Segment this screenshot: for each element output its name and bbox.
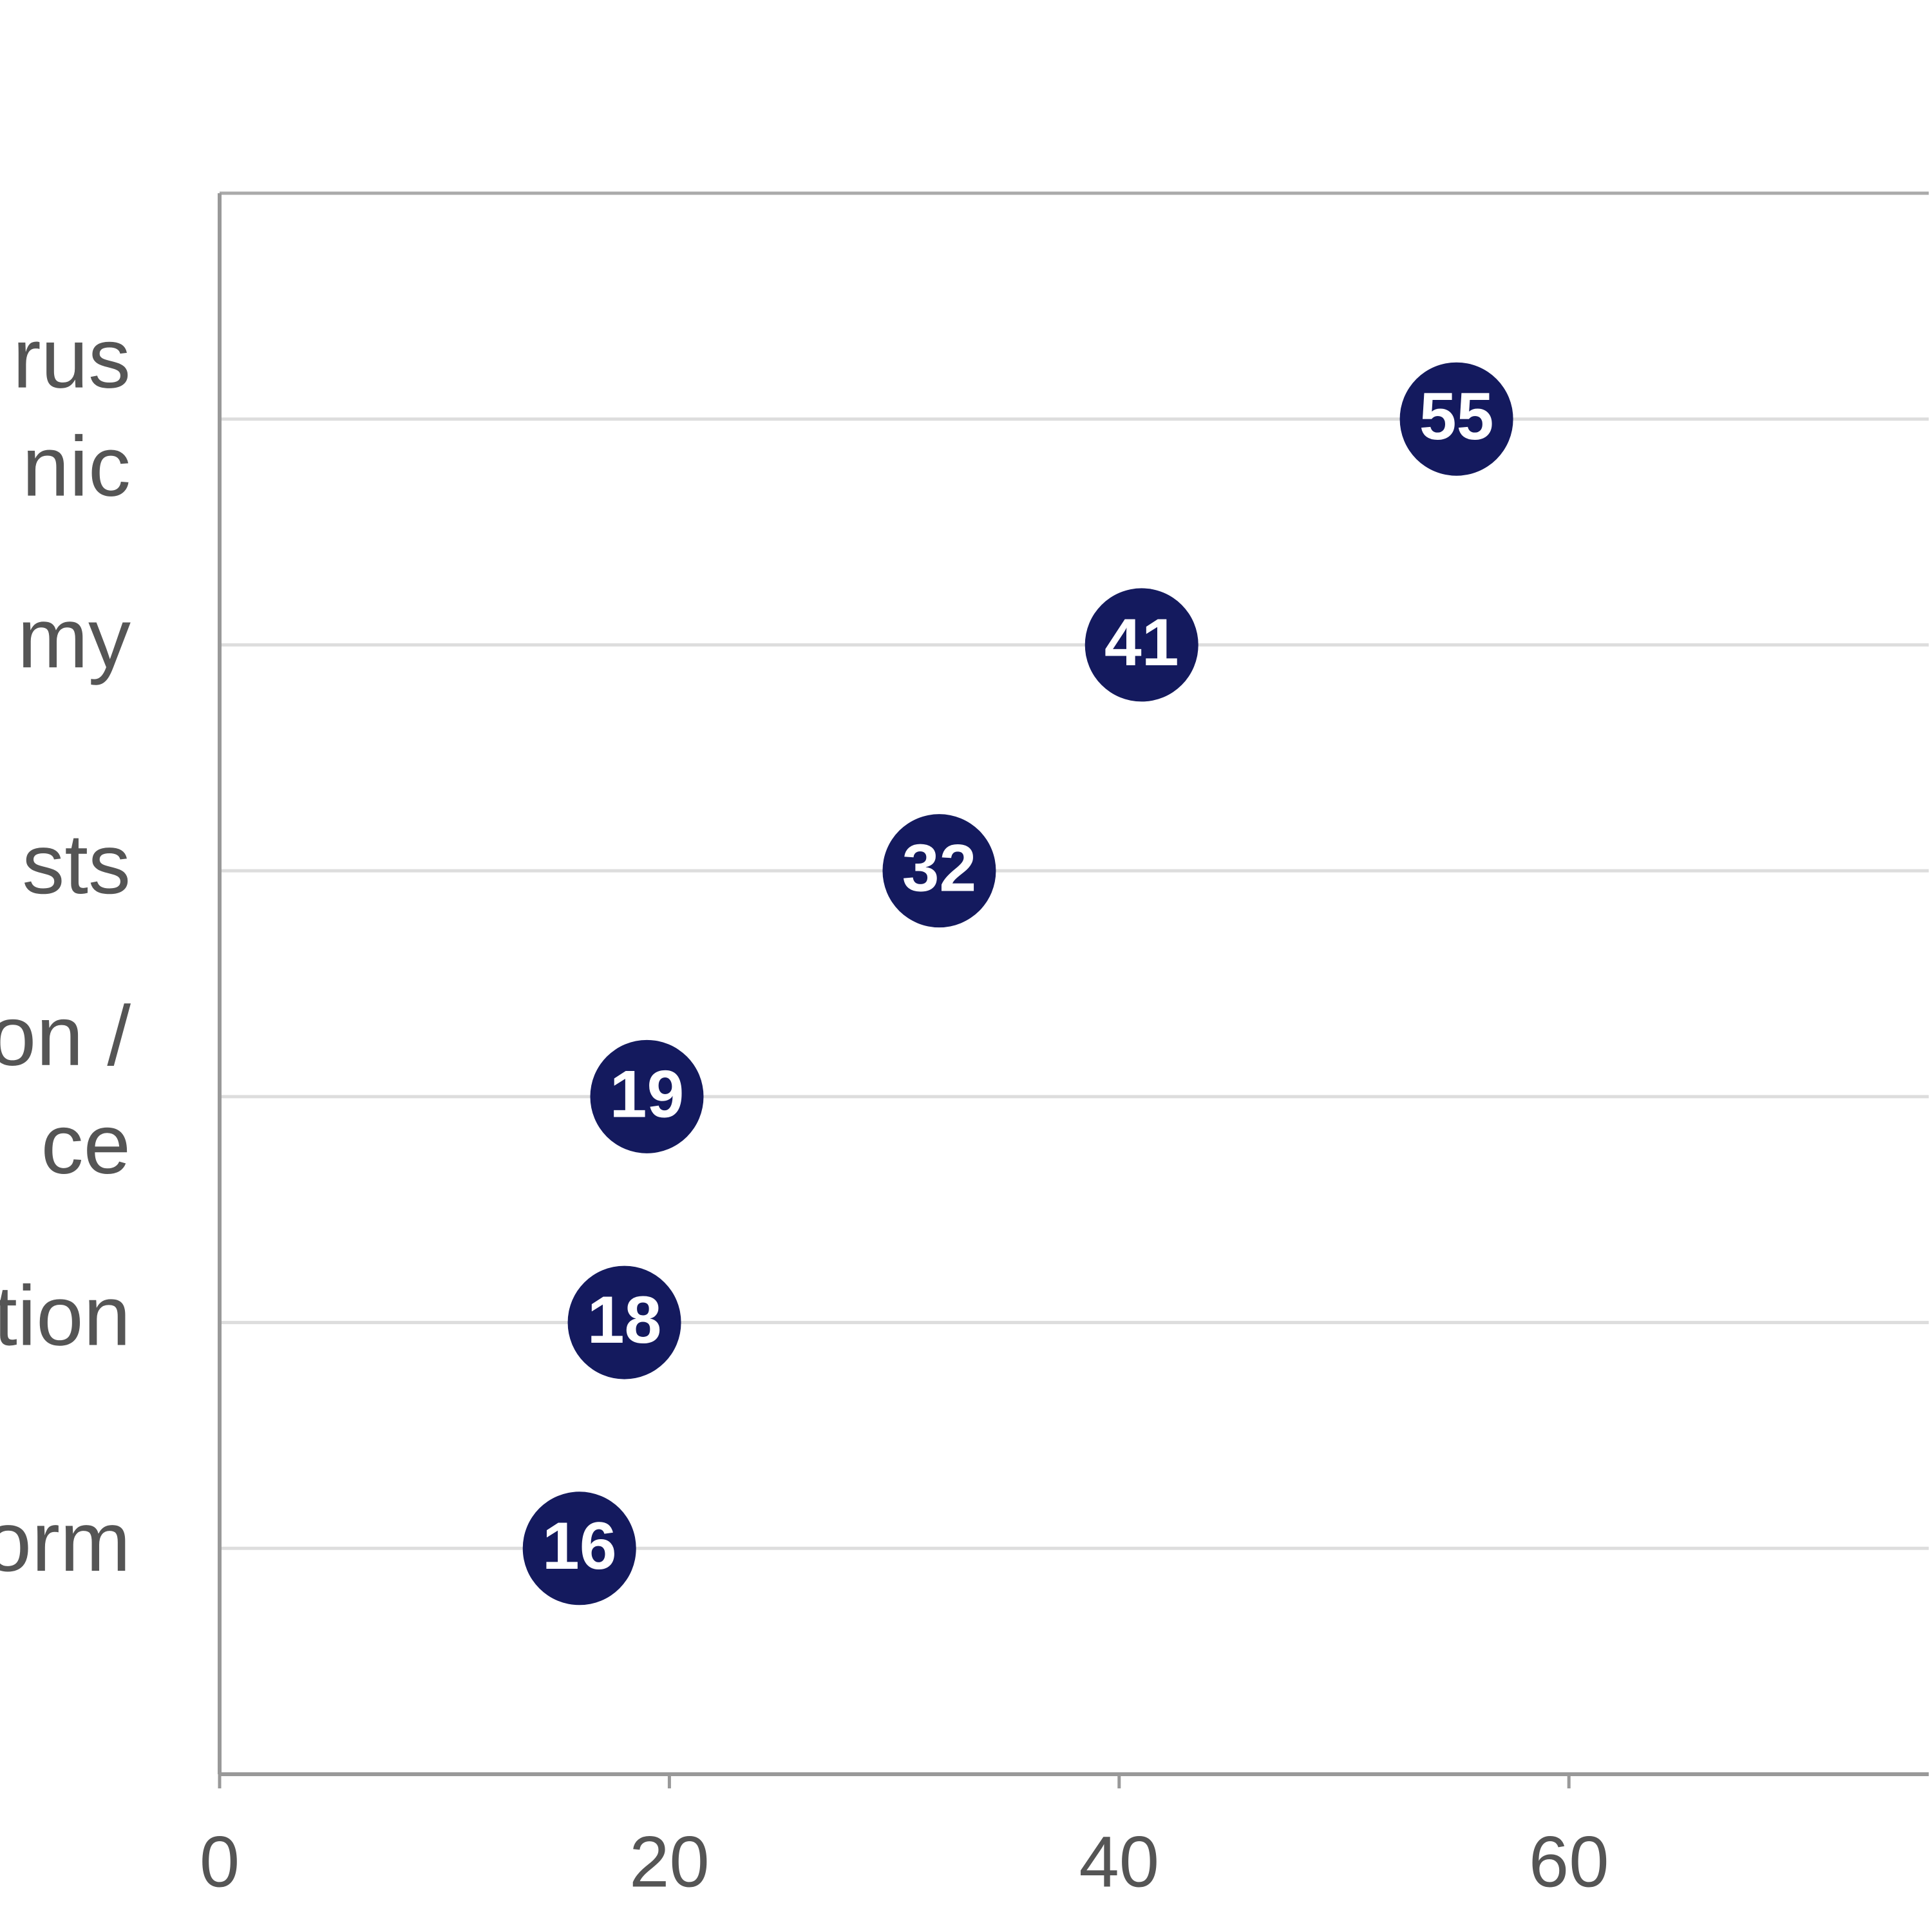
dot-label: 55 [1419, 379, 1494, 454]
category-label: ce [41, 1097, 131, 1191]
dot-label: 41 [1104, 605, 1179, 680]
category-label: my [17, 591, 131, 685]
category-label: on / [0, 989, 131, 1083]
dot-label: 18 [587, 1283, 662, 1358]
x-tick-label: 40 [1079, 1822, 1160, 1902]
x-tick-label: 0 [200, 1822, 240, 1902]
x-tick-label: 20 [629, 1822, 710, 1902]
category-label: rus [13, 311, 131, 406]
dot-label: 19 [610, 1057, 685, 1132]
category-label: sts [22, 817, 131, 911]
category-label: orm [0, 1494, 131, 1589]
dot-label: 32 [902, 831, 977, 906]
x-tick-label: 60 [1529, 1822, 1609, 1902]
dot [567, 1265, 681, 1379]
dot [1084, 588, 1198, 702]
category-label: tion [0, 1268, 131, 1363]
dot [882, 814, 996, 928]
category-label: nic [22, 419, 131, 514]
dot-label: 16 [542, 1509, 617, 1584]
dot [1399, 362, 1513, 476]
dot [590, 1039, 704, 1153]
dot [522, 1492, 636, 1605]
